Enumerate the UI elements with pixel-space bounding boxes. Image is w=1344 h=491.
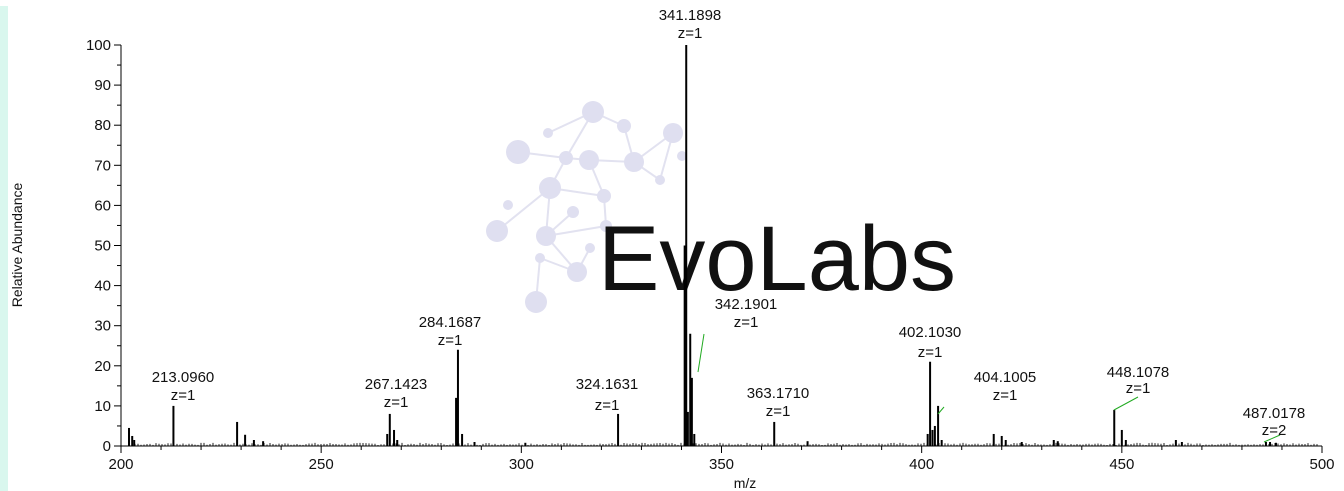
watermark-node — [486, 220, 508, 242]
y-tick-label: 40 — [94, 278, 111, 295]
y-axis-ticks: 0 10 20 30 40 50 60 70 80 90 100 — [86, 37, 121, 455]
watermark-node — [597, 189, 611, 203]
peak-mz-label: 324.1631 — [576, 376, 639, 393]
y-tick-label: 80 — [94, 117, 111, 134]
y-tick-label: 30 — [94, 318, 111, 335]
watermark-node — [585, 243, 595, 253]
evolabs-watermark: EvoLabs — [486, 101, 956, 313]
y-tick-label: 90 — [94, 77, 111, 94]
peak-mz-label: 363.1710 — [747, 385, 810, 402]
peak-charge-label: z=1 — [1126, 380, 1151, 397]
watermark-node — [617, 119, 631, 133]
watermark-node — [567, 262, 587, 282]
peak-mz-label: 267.1423 — [365, 376, 428, 393]
watermark-text: EvoLabs — [598, 208, 956, 310]
x-tick-label: 300 — [509, 456, 534, 473]
y-tick-label: 0 — [103, 438, 111, 455]
watermark-node — [525, 291, 547, 313]
charge-marker-line — [698, 334, 704, 372]
peak-mz-label: 404.1005 — [974, 369, 1037, 386]
watermark-node — [559, 151, 573, 165]
peak-charge-label: z=1 — [734, 314, 759, 331]
watermark-node — [663, 123, 683, 143]
watermark-node — [624, 152, 644, 172]
charge-marker-line — [1114, 397, 1138, 410]
watermark-node — [579, 150, 599, 170]
peak-mz-label: 284.1687 — [419, 314, 482, 331]
watermark-node — [582, 101, 604, 123]
x-tick-label: 200 — [108, 456, 133, 473]
peak-mz-label: 487.0178 — [1243, 405, 1306, 422]
watermark-node — [506, 140, 530, 164]
peak-charge-label: z=1 — [678, 25, 703, 42]
peak-mz-label: 213.0960 — [152, 369, 215, 386]
y-tick-label: 60 — [94, 197, 111, 214]
watermark-node — [567, 206, 579, 218]
x-tick-label: 500 — [1309, 456, 1334, 473]
peak-charge-label: z=1 — [438, 332, 463, 349]
peak-charge-label: z=1 — [918, 344, 943, 361]
y-tick-label: 20 — [94, 358, 111, 375]
y-axis-title: Relative Abundance — [9, 183, 25, 308]
watermark-node — [539, 177, 561, 199]
x-tick-label: 350 — [709, 456, 734, 473]
watermark-node — [503, 200, 513, 210]
x-axis-title: m/z — [734, 475, 757, 491]
watermark-node — [655, 175, 665, 185]
peak-charge-label: z=1 — [993, 387, 1018, 404]
x-axis-ticks: 200 250 300 350 400 450 500 — [108, 446, 1334, 473]
peak-mz-label: 448.1078 — [1107, 364, 1170, 381]
peak-mz-label: 341.1898 — [659, 7, 722, 24]
y-tick-label: 10 — [94, 398, 111, 415]
x-tick-label: 400 — [909, 456, 934, 473]
y-tick-label: 100 — [86, 37, 111, 54]
peak-charge-label: z=2 — [1262, 422, 1287, 439]
watermark-node — [543, 128, 553, 138]
y-tick-label: 50 — [94, 238, 111, 255]
peak-mz-label: 342.1901 — [715, 296, 778, 313]
peak-charge-label: z=1 — [766, 403, 791, 420]
peak-mz-label: 402.1030 — [899, 324, 962, 341]
peak-charge-label: z=1 — [595, 397, 620, 414]
watermark-node — [535, 253, 545, 263]
peak-charge-label: z=1 — [171, 387, 196, 404]
peak-charge-label: z=1 — [384, 394, 409, 411]
x-tick-label: 250 — [309, 456, 334, 473]
watermark-node — [536, 226, 556, 246]
x-tick-label: 450 — [1109, 456, 1134, 473]
y-tick-label: 70 — [94, 157, 111, 174]
